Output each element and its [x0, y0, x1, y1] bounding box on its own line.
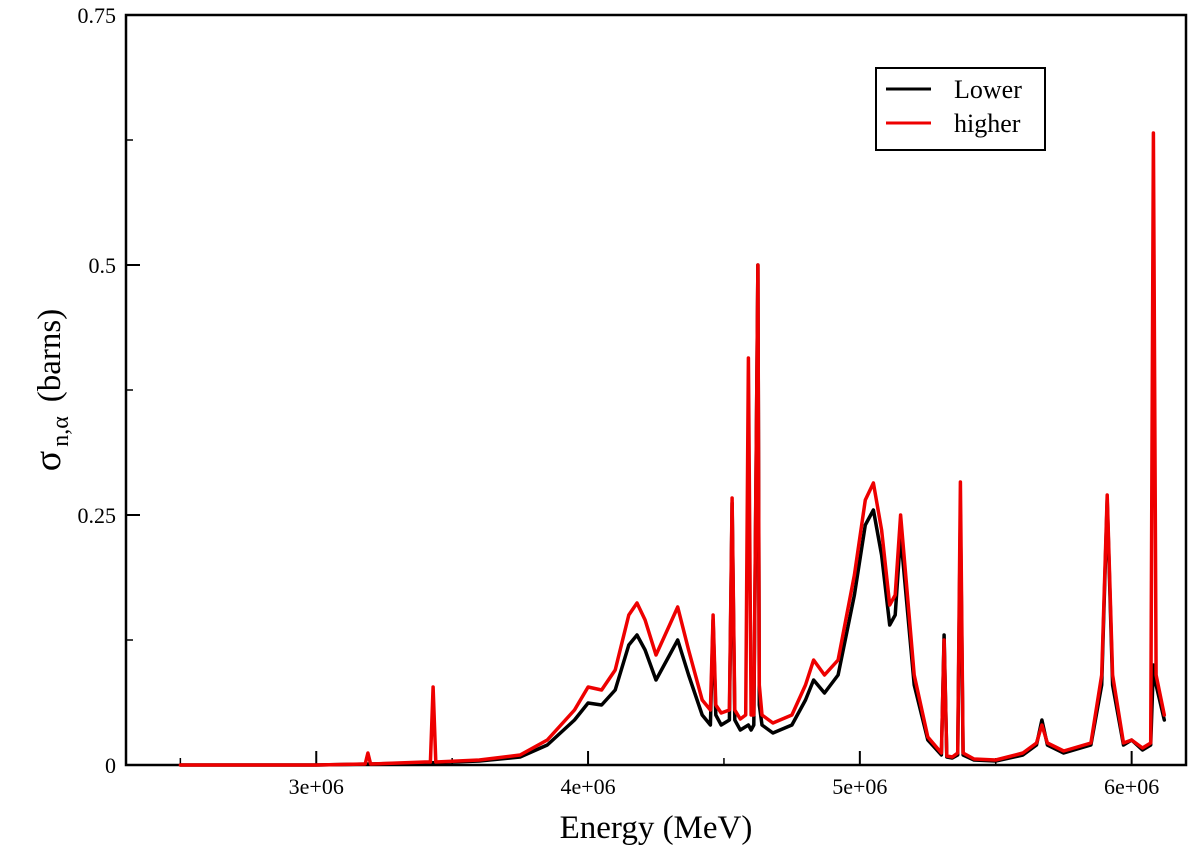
series-line-lower	[178, 263, 1167, 767]
y-axis-symbol: σ	[27, 451, 69, 471]
y-tick-label: 0.5	[89, 253, 117, 278]
axis-tick-labels: 3e+06 4e+06 5e+06 6e+06 0 0.25 0.5 0.75	[78, 3, 1160, 799]
x-axis-title: Energy (MeV)	[560, 810, 753, 846]
series-line-higher	[178, 131, 1167, 767]
legend-label-higher: higher	[954, 109, 1021, 138]
y-axis-subscript: n,α	[48, 416, 74, 447]
legend-box	[875, 67, 1046, 151]
svg-text:σn,α(barns): σ n,α (barns)	[27, 309, 74, 472]
legend: Lower higher	[875, 67, 1046, 151]
x-tick-label: 6e+06	[1104, 774, 1159, 799]
y-tick-label: 0	[105, 753, 116, 778]
y-axis-unit: (barns)	[32, 309, 68, 402]
plot-area	[178, 131, 1167, 767]
y-axis-title: σ n,α (barns)	[27, 309, 74, 472]
y-tick-label: 0.75	[78, 3, 117, 28]
legend-label-lower: Lower	[954, 75, 1022, 104]
x-tick-label: 3e+06	[289, 774, 344, 799]
x-tick-label: 4e+06	[560, 774, 615, 799]
axis-ticks	[126, 14, 1133, 766]
y-tick-label: 0.25	[78, 503, 117, 528]
x-tick-label: 5e+06	[832, 774, 887, 799]
